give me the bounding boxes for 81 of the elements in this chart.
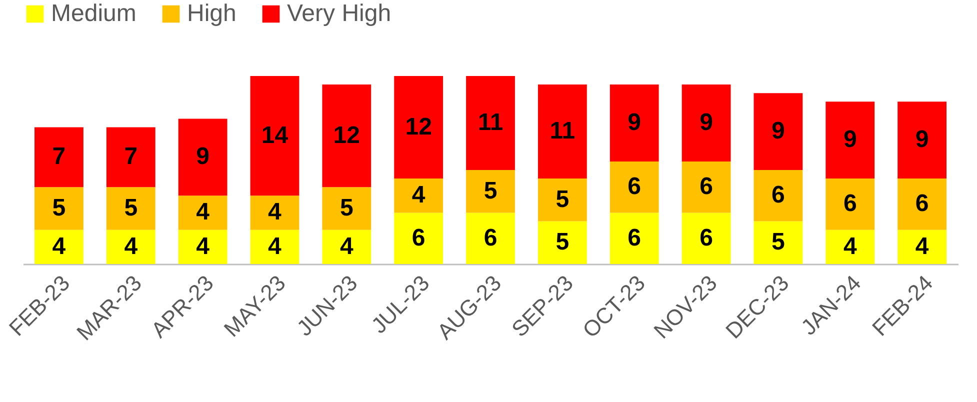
data-label: 6 [700,224,713,252]
bar [322,187,372,230]
bar [466,170,515,213]
bar [178,196,228,230]
data-label: 6 [915,190,929,218]
bar [682,212,731,264]
bar [610,212,659,264]
data-label: 4 [412,182,426,209]
bar [322,230,372,264]
data-label: 4 [268,198,282,226]
bar [898,230,946,264]
bar [826,102,875,179]
bar [754,170,803,222]
data-label: 9 [915,126,929,154]
bar [250,76,300,196]
data-label: 5 [556,228,570,256]
data-label: 9 [772,118,785,145]
bar [34,187,84,230]
data-label: 9 [700,109,713,136]
data-label: 6 [628,224,642,252]
data-label: 12 [333,122,360,149]
bar [178,118,228,196]
data-label: 11 [550,118,576,145]
bar [34,230,84,264]
data-label: 6 [700,173,713,200]
bar [250,230,300,264]
data-label: 12 [405,113,432,140]
bar [34,127,84,188]
bar [106,187,156,230]
bar [394,178,444,213]
data-label: 6 [628,173,642,200]
data-label: 4 [843,232,858,260]
data-label: 5 [556,186,570,213]
data-label: 6 [484,224,498,252]
bar [394,212,444,264]
bar [250,196,300,230]
bar [826,230,875,264]
bar [610,84,659,162]
data-label: 6 [843,190,857,218]
bar [682,161,731,213]
data-label: 9 [843,126,857,154]
bar [394,76,444,179]
legend-label: High [187,0,236,27]
data-label: 4 [124,232,138,260]
legend-label: Very High [287,0,392,27]
data-label: 4 [268,232,282,260]
data-label: 9 [196,143,210,170]
bar [826,178,875,230]
data-label: 4 [915,232,930,260]
bar [898,102,946,179]
data-label: 4 [196,198,210,226]
data-label: 6 [772,182,785,209]
data-label: 5 [124,194,138,222]
data-label: 7 [124,143,138,170]
legend-label: Medium [51,0,136,27]
data-label: 6 [412,224,426,252]
bar [538,221,587,264]
bar [538,84,587,179]
bar [466,76,515,170]
bar [106,230,156,264]
data-label: 4 [52,232,66,260]
data-label: 5 [772,228,785,256]
data-label: 5 [484,177,498,204]
bar [538,178,587,222]
bar [898,178,946,230]
data-label: 5 [340,194,354,222]
bar [322,84,372,188]
bar [106,127,156,188]
bar [178,230,228,264]
bar [754,221,803,264]
data-label: 7 [52,143,66,170]
bar [754,93,803,170]
data-label: 11 [478,109,504,136]
data-label: 4 [340,232,354,260]
data-label: 4 [196,232,210,260]
data-label: 5 [52,194,66,222]
data-label: 9 [628,109,642,136]
bar [610,161,659,213]
bar [466,212,515,264]
data-label: 14 [261,122,289,149]
bar [682,84,731,162]
